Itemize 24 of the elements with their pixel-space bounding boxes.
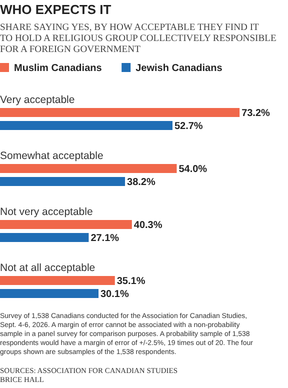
chart-title: WHO EXPECTS IT xyxy=(0,2,112,17)
bar xyxy=(0,220,132,229)
data-label: 30.1% xyxy=(100,289,129,300)
data-label: 38.2% xyxy=(127,177,156,188)
data-label: 73.2% xyxy=(242,108,270,119)
bar xyxy=(0,276,115,285)
data-label: 35.1% xyxy=(116,276,146,287)
y-tick-label: Somewhat acceptable xyxy=(0,150,104,162)
data-label: 27.1% xyxy=(90,233,120,244)
legend-label: Jewish Canadians xyxy=(136,63,223,74)
y-tick-label: Not at all acceptable xyxy=(0,262,96,274)
bar xyxy=(0,289,99,298)
data-label: 52.7% xyxy=(174,121,203,132)
bar xyxy=(0,121,172,130)
y-tick-label: Not very acceptable xyxy=(0,206,93,218)
y-tick-label: Very acceptable xyxy=(0,94,75,106)
data-label: 54.0% xyxy=(178,164,208,175)
data-label: 40.3% xyxy=(134,220,162,231)
legend-label: Muslim Canadians xyxy=(14,63,102,74)
bar xyxy=(0,233,89,242)
bar xyxy=(0,164,177,173)
bar xyxy=(0,108,240,117)
chart-subtitle: SHARE SAYING YES, BY HOW ACCEPTABLE THEY FIND IT TO HOLD A RELIGIOUS GROUP COLLECTIVELY RESPONSIBLE FOR A FOREIGN GOVERNMENT xyxy=(0,22,277,55)
bar xyxy=(0,177,126,186)
